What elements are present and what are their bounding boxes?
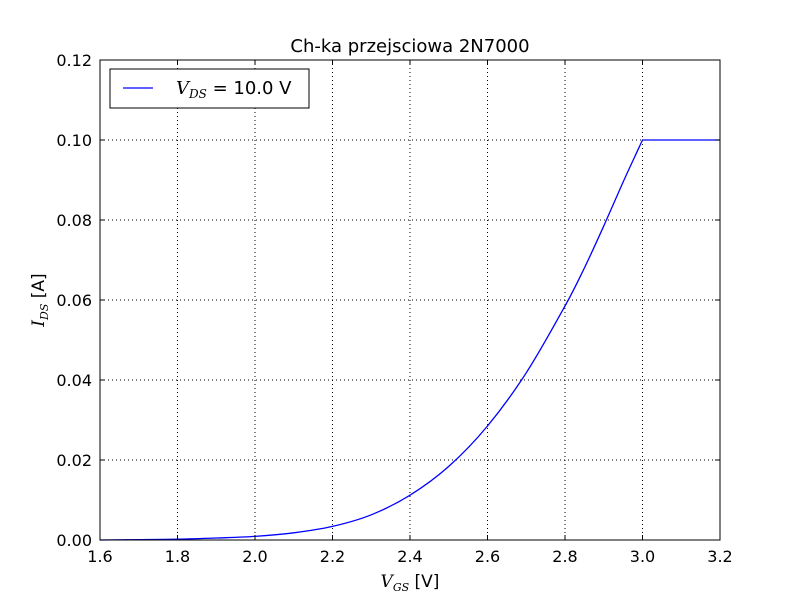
x-axis-subscript: GS — [393, 581, 410, 594]
x-tick-label: 2.8 — [552, 547, 577, 566]
ticks: 1.6 1.8 2.0 2.2 2.4 2.6 2.8 3.0 3.2 0.00 0.02 0.04 0… — [56, 51, 732, 566]
y-axis-unit: [A] — [29, 273, 49, 303]
y-tick-label: 0.10 — [56, 131, 92, 150]
series-layer — [99, 139, 720, 541]
x-tick-label: 2.0 — [242, 547, 267, 566]
y-tick-label: 0.04 — [56, 371, 92, 390]
chart-title: Ch-ka przejsciowa 2N7000 — [290, 36, 529, 57]
legend-rest: = 10.0 V — [207, 78, 292, 99]
x-tick-label: 2.2 — [320, 547, 345, 566]
x-axis-unit: [V] — [409, 572, 439, 592]
x-tick-label: 2.6 — [475, 547, 500, 566]
legend-subscript: DS — [188, 87, 207, 101]
x-tick-label: 2.4 — [397, 547, 422, 566]
x-tick-label: 1.6 — [87, 547, 112, 566]
y-axis-symbol: I — [29, 320, 49, 328]
series-line — [99, 139, 720, 541]
x-axis-symbol: V — [381, 572, 395, 592]
y-tick-label: 0.08 — [56, 211, 92, 230]
grid — [100, 60, 720, 540]
x-axis-label: VGS [V] — [381, 572, 440, 594]
y-tick-label: 0.02 — [56, 451, 92, 470]
y-tick-label: 0.06 — [56, 291, 92, 310]
legend-label: VDS = 10.0 V — [176, 78, 292, 101]
y-axis-label: IDS [A] — [29, 273, 51, 327]
x-tick-label: 3.2 — [707, 547, 732, 566]
legend: VDS = 10.0 V — [109, 68, 310, 109]
y-axis-subscript: DS — [38, 303, 51, 321]
x-tick-label: 3.0 — [630, 547, 655, 566]
y-tick-label: 0.12 — [56, 51, 92, 70]
x-tick-label: 1.8 — [165, 547, 190, 566]
legend-symbol: V — [176, 78, 191, 99]
y-tick-label: 0.00 — [56, 531, 92, 550]
